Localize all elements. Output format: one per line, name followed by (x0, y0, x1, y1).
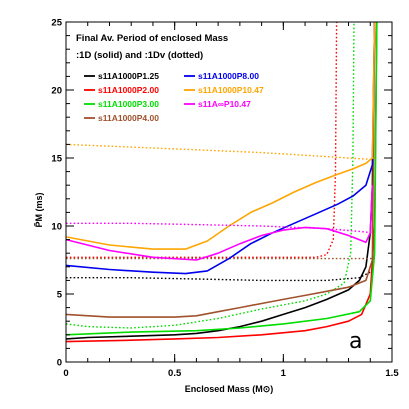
legend-label: s11A1000P10.47 (198, 85, 264, 95)
legend-label: s11A1000P4.00 (98, 113, 159, 123)
y-tick-label: 15 (51, 154, 62, 165)
series-line-10 (65, 21, 376, 250)
legend-label: s11A1000P8.00 (198, 71, 259, 81)
y-tick-label: 5 (57, 290, 63, 301)
series-line-11 (65, 143, 375, 161)
y-axis-label: P̄M (ms) (34, 192, 44, 227)
x-tick-label: 0.5 (168, 368, 182, 379)
series-line-1 (65, 21, 376, 340)
y-tick-label: 10 (51, 222, 62, 233)
series-line-12 (65, 185, 374, 261)
series-line-3 (65, 21, 378, 343)
y-tick-label: 25 (51, 18, 62, 29)
y-tick-label: 0 (57, 358, 62, 369)
x-tick-label: 1 (281, 368, 287, 379)
axis-ticks: 0 0.5 1 1.5 0 5 10 15 20 25 (51, 18, 399, 380)
plot-frame (65, 21, 393, 363)
series-line-13 (66, 222, 373, 234)
y-tick-label: 20 (51, 86, 62, 97)
series-line-5 (65, 21, 378, 336)
chart-subtitle: :1D (solid) and :1Dv (dotted) (76, 50, 203, 61)
x-tick-label: 0 (63, 368, 68, 379)
series-line-4 (66, 21, 338, 258)
legend-label: s11A1000P3.00 (98, 99, 159, 109)
chart-title: Final Av. Period of enclosed Mass (76, 33, 228, 44)
series-line-7 (65, 21, 376, 318)
legend-label: s11A1000P1.25 (98, 71, 159, 81)
series-line-2 (66, 270, 373, 282)
panel-label: a (349, 329, 362, 354)
x-tick-label: 1.5 (385, 368, 399, 379)
x-axis-label: Enclosed Mass (M⊙) (185, 384, 274, 394)
legend-label: s11A1000P2.00 (98, 85, 159, 95)
legend-label: s11A∞P10.47 (198, 99, 251, 109)
legend: s11A1000P1.25 s11A1000P2.00 s11A1000P3.00 s… (84, 71, 264, 123)
series-layer (65, 21, 378, 343)
series-line-6 (65, 21, 355, 329)
